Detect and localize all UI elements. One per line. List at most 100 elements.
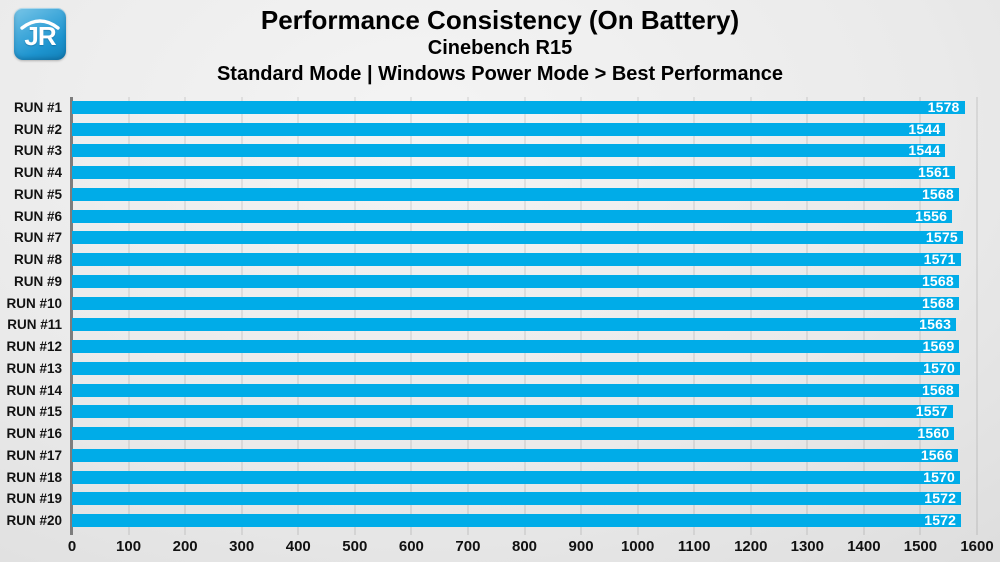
- bar-value-label: 1568: [921, 294, 954, 311]
- bar: 1544: [72, 142, 946, 159]
- x-tick-label: 600: [398, 538, 424, 555]
- bar-value-label: 1561: [917, 164, 950, 181]
- run-label: RUN #6: [13, 208, 62, 224]
- chart-title: Performance Consistency (On Battery): [260, 5, 740, 35]
- gridline-800: [523, 97, 526, 535]
- gridline-900: [580, 97, 583, 535]
- bar-value-label: 1544: [908, 142, 941, 159]
- gridline-1500: [919, 97, 922, 535]
- gridline-600: [410, 97, 413, 535]
- x-tick-label: 1100: [677, 538, 711, 555]
- bar-value-label: 1556: [915, 207, 948, 224]
- bar-value-label: 1570: [923, 468, 956, 485]
- bar: 1572: [72, 490, 962, 507]
- x-tick-label: 500: [342, 538, 368, 555]
- gridline-400: [297, 97, 300, 535]
- bar-value-label: 1572: [924, 490, 957, 507]
- chart-subtitle-mode: Standard Mode | Windows Power Mode > Bes…: [216, 63, 784, 85]
- gridline-1600: [976, 97, 978, 535]
- bar: 1563: [72, 316, 957, 333]
- bar: 1568: [72, 381, 959, 398]
- bar: 1575: [72, 229, 963, 246]
- run-label: RUN #4: [13, 165, 62, 181]
- x-tick-label: 1600: [960, 538, 994, 555]
- gridline-1400: [862, 97, 865, 535]
- bar-value-label: 1557: [915, 403, 948, 420]
- x-tick-label: 800: [511, 538, 538, 555]
- title-block: Performance Consistency (On Battery) Cin…: [0, 5, 1000, 87]
- bar: 1570: [72, 468, 961, 485]
- bar: 1571: [72, 251, 961, 268]
- gridline-1300: [806, 97, 809, 535]
- bar: 1556: [72, 207, 953, 224]
- gridline-500: [353, 97, 356, 535]
- x-tick-label: 1400: [847, 538, 881, 555]
- bar: 1544: [72, 120, 946, 137]
- bar: 1557: [72, 403, 953, 420]
- x-tick-label: 400: [285, 538, 311, 555]
- bar: 1572: [72, 512, 962, 528]
- gridline-100: [127, 97, 130, 535]
- x-tick-label: 200: [172, 538, 198, 555]
- bar: 1568: [72, 272, 959, 289]
- run-label: RUN #14: [6, 382, 62, 398]
- run-label: RUN #13: [6, 360, 62, 376]
- gridline-1000: [636, 97, 639, 535]
- x-tick-label: 100: [116, 538, 142, 555]
- gridline-200: [184, 97, 187, 535]
- bar: 1568: [72, 185, 959, 202]
- x-tick-label: 1200: [734, 538, 768, 555]
- run-label: RUN #5: [13, 186, 62, 202]
- gridline-1200: [749, 97, 752, 535]
- bar: 1566: [72, 448, 958, 462]
- bar-value-label: 1568: [921, 185, 954, 202]
- x-tick-label: 1000: [620, 538, 655, 555]
- bar: 1560: [72, 425, 955, 442]
- y-axis-line: [70, 97, 73, 535]
- run-label: RUN #16: [6, 426, 62, 442]
- x-tick-label: 900: [568, 538, 594, 555]
- bar-value-label: 1560: [917, 425, 950, 442]
- jr-logo: JR: [14, 8, 66, 60]
- run-label: RUN #9: [13, 273, 62, 289]
- bar-value-label: 1571: [923, 251, 956, 268]
- run-label: RUN #8: [13, 252, 62, 268]
- gridline-700: [466, 97, 469, 535]
- bar: 1578: [72, 99, 965, 115]
- run-label: RUN #11: [7, 317, 62, 333]
- jr-logo-arc-icon: [20, 19, 60, 30]
- bar-value-label: 1544: [908, 120, 941, 137]
- run-label: RUN #3: [13, 143, 62, 159]
- gridline-1100: [693, 97, 696, 535]
- bar: 1570: [72, 359, 961, 376]
- bar-value-label: 1570: [923, 359, 956, 376]
- run-label: RUN #20: [6, 513, 62, 528]
- run-label: RUN #7: [13, 230, 62, 246]
- run-label: RUN #18: [6, 469, 62, 485]
- run-label: RUN #17: [6, 447, 62, 463]
- run-label: RUN #1: [13, 100, 62, 115]
- x-tick-label: 700: [455, 538, 481, 555]
- x-tick-label: 0: [67, 538, 77, 555]
- x-tick-label: 1500: [903, 538, 938, 555]
- run-label: RUN #15: [6, 404, 62, 420]
- bar-value-label: 1569: [922, 338, 955, 355]
- bar-value-label: 1563: [919, 316, 952, 333]
- bar: 1569: [72, 338, 960, 355]
- run-label: RUN #10: [6, 295, 62, 311]
- bar-value-label: 1578: [927, 99, 960, 115]
- bar-value-label: 1568: [921, 381, 954, 398]
- jr-logo-text: JR: [24, 21, 56, 51]
- x-tick-label: 1300: [790, 538, 824, 555]
- run-label: RUN #19: [6, 491, 62, 507]
- x-tick-label: 300: [229, 538, 255, 555]
- gridline-300: [240, 97, 243, 535]
- bar-value-label: 1568: [921, 272, 954, 289]
- bar-value-label: 1575: [925, 229, 958, 246]
- run-label: RUN #12: [6, 339, 62, 355]
- bar-value-label: 1572: [924, 512, 957, 528]
- chart-subtitle-benchmark: Cinebench R15: [427, 37, 573, 59]
- run-label: RUN #2: [13, 121, 62, 137]
- bar: 1561: [72, 164, 955, 181]
